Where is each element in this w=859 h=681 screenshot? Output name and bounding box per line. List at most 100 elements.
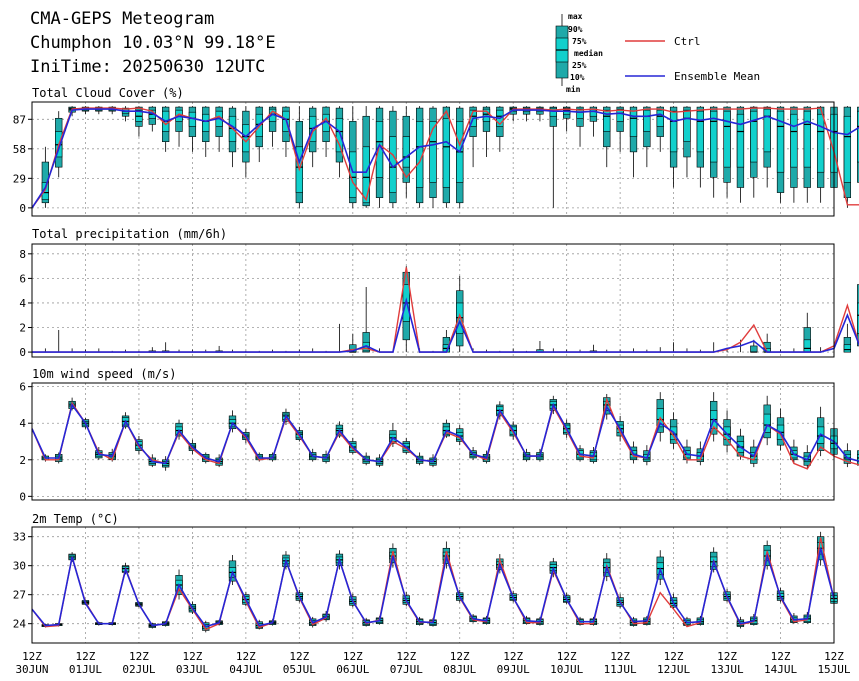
box-p25-p75 bbox=[683, 109, 691, 142]
x-tick-hour: 12Z bbox=[129, 650, 149, 663]
panel-title-precip: Total precipitation (mm/6h) bbox=[32, 227, 227, 241]
box-p25-p75 bbox=[857, 110, 859, 163]
x-tick-hour: 12Z bbox=[182, 650, 202, 663]
y-tick-label: 24 bbox=[13, 618, 27, 631]
x-tick-hour: 12Z bbox=[396, 650, 416, 663]
x-tick-hour: 12Z bbox=[771, 650, 791, 663]
x-tick-date: 03JUL bbox=[176, 663, 209, 676]
x-tick-hour: 12Z bbox=[503, 650, 523, 663]
x-tick-date: 14JUL bbox=[764, 663, 797, 676]
x-tick-hour: 12Z bbox=[717, 650, 737, 663]
box-p10-p90 bbox=[750, 345, 758, 353]
box-p25-p75 bbox=[362, 146, 370, 204]
y-tick-label: 33 bbox=[13, 531, 26, 544]
ensemble-mean-line bbox=[31, 108, 859, 209]
x-tick-date: 13JUL bbox=[711, 663, 744, 676]
box-p25-p75 bbox=[696, 110, 704, 153]
x-tick-date: 01JUL bbox=[69, 663, 102, 676]
legend-label-max: max bbox=[568, 12, 583, 21]
box-p25-p75 bbox=[763, 108, 771, 153]
x-tick-date: 11JUL bbox=[604, 663, 637, 676]
chart-location: Chumphon 10.03°N 99.18°E bbox=[30, 33, 276, 53]
box-p25-p75 bbox=[656, 109, 664, 127]
legend-label-ctrl: Ctrl bbox=[674, 35, 701, 48]
x-tick-hour: 12Z bbox=[664, 650, 684, 663]
x-tick-hour: 12Z bbox=[557, 650, 577, 663]
box-p25-p75 bbox=[41, 182, 50, 201]
ctrl-line bbox=[31, 107, 859, 209]
legend-label-median: median bbox=[574, 48, 603, 58]
chart-title: CMA-GEPS Meteogram bbox=[30, 9, 214, 29]
box-p25-p75 bbox=[857, 302, 859, 334]
box-p25-p75 bbox=[429, 121, 437, 183]
ensemble-mean-line bbox=[32, 297, 859, 353]
box-p25-p75 bbox=[643, 109, 651, 132]
box-legend: max 90% 75% median 25% 10% min bbox=[555, 12, 603, 94]
ensemble-mean-line bbox=[31, 548, 835, 628]
x-tick-date: 10JUL bbox=[550, 663, 583, 676]
y-tick-label: 0 bbox=[19, 202, 26, 215]
box-p25-p75 bbox=[616, 108, 624, 122]
y-tick-label: 30 bbox=[13, 560, 26, 573]
x-tick-date: 09JUL bbox=[497, 663, 530, 676]
box-p25-p75 bbox=[790, 113, 798, 168]
chart-init-time: IniTime: 20250630 12UTC bbox=[30, 57, 265, 77]
temperature-panel: 24 27 30 33 bbox=[13, 526, 838, 644]
box-p25-p75 bbox=[803, 110, 811, 168]
box-p25-p75 bbox=[603, 109, 611, 132]
legend-label-min: min bbox=[566, 84, 581, 94]
x-tick-date: 05JUL bbox=[283, 663, 316, 676]
panel-frame bbox=[31, 101, 835, 217]
ensemble-mean-line bbox=[31, 402, 859, 465]
x-axis-labels: 12Z30JUN12Z01JUL12Z02JUL12Z03JUL12Z04JUL… bbox=[15, 650, 850, 676]
y-tick-label: 6 bbox=[19, 381, 26, 394]
box-p25-p75 bbox=[723, 110, 731, 168]
panel-title-wind: 10m wind speed (m/s) bbox=[32, 367, 177, 381]
y-tick-label: 8 bbox=[19, 248, 26, 261]
cloud-cover-panel: 0 29 58 87 bbox=[13, 101, 859, 217]
y-tick-label: 0 bbox=[19, 490, 26, 503]
box-p25-p75 bbox=[202, 113, 210, 132]
y-tick-label: 58 bbox=[13, 143, 26, 156]
box-p25-p75 bbox=[669, 110, 678, 153]
box-p25-p75 bbox=[736, 113, 745, 168]
panel-title-cloud: Total Cloud Cover (%) bbox=[32, 86, 184, 100]
y-tick-label: 4 bbox=[19, 417, 26, 430]
box-p25-p75 bbox=[843, 344, 852, 353]
legend-label-10: 10% bbox=[570, 73, 585, 82]
x-tick-date: 02JUL bbox=[122, 663, 155, 676]
box-p25-p75 bbox=[402, 136, 410, 168]
x-tick-hour: 12Z bbox=[22, 650, 42, 663]
x-tick-hour: 12Z bbox=[236, 650, 256, 663]
y-tick-label: 4 bbox=[19, 297, 26, 310]
box-p10-p90 bbox=[549, 106, 557, 127]
x-tick-hour: 12Z bbox=[343, 650, 363, 663]
legend-label-90: 90% bbox=[568, 25, 583, 34]
x-tick-date: 12JUL bbox=[657, 663, 690, 676]
panel-frame bbox=[31, 243, 835, 358]
y-tick-label: 29 bbox=[13, 172, 26, 185]
legend-label-ensemble-mean: Ensemble Mean bbox=[674, 70, 760, 83]
y-tick-label: 6 bbox=[19, 272, 26, 285]
box-p25-p75 bbox=[335, 117, 344, 153]
box-p25-p75 bbox=[750, 110, 758, 163]
x-tick-hour: 12Z bbox=[824, 650, 844, 663]
y-tick-label: 2 bbox=[19, 454, 26, 467]
x-tick-hour: 12Z bbox=[610, 650, 630, 663]
box-p25-p75 bbox=[843, 115, 852, 183]
box-p25-p75 bbox=[816, 113, 825, 173]
box-p25-p75 bbox=[763, 413, 771, 433]
y-tick-label: 2 bbox=[19, 322, 26, 335]
x-tick-date: 06JUL bbox=[336, 663, 369, 676]
box-p25-p75 bbox=[549, 107, 557, 117]
x-tick-hour: 12Z bbox=[76, 650, 96, 663]
box-p25-p75 bbox=[710, 110, 718, 163]
x-tick-date: 30JUN bbox=[15, 663, 48, 676]
box-p25-p75 bbox=[576, 108, 584, 119]
box-p25-p75 bbox=[589, 108, 598, 117]
y-tick-label: 27 bbox=[13, 589, 26, 602]
x-tick-hour: 12Z bbox=[289, 650, 309, 663]
legend-label-25: 25% bbox=[572, 61, 587, 70]
x-tick-hour: 12Z bbox=[450, 650, 470, 663]
